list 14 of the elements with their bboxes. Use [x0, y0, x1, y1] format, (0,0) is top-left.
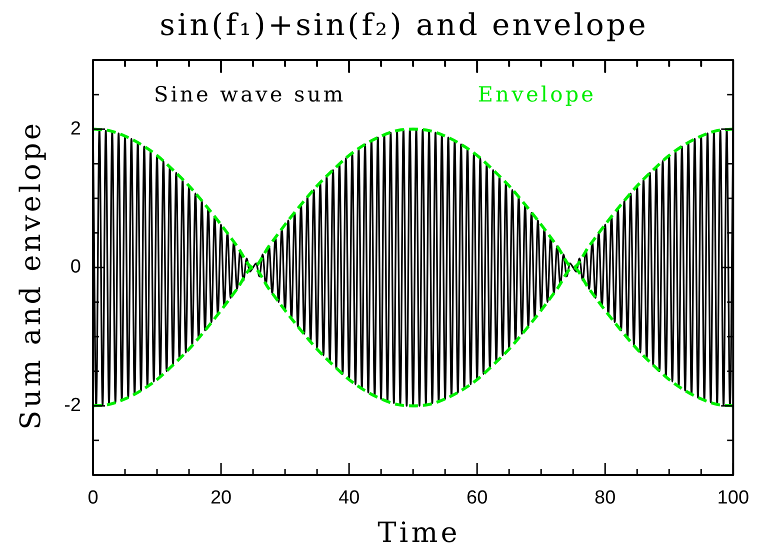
chart-title: sin(f₁)+sin(f₂) and envelope: [158, 8, 650, 44]
x-tick-label: 100: [717, 488, 749, 509]
series-label: Envelope: [478, 82, 596, 106]
y-tick-label: -2: [64, 395, 81, 416]
x-tick-label: 0: [88, 488, 98, 509]
x-tick-label: 80: [594, 488, 616, 509]
y-tick-label: 2: [70, 118, 81, 140]
series-label: Sine wave sum: [154, 82, 346, 106]
x-axis-title: Time: [378, 516, 460, 548]
x-tick-label: 20: [210, 488, 232, 509]
y-tick-label: 0: [70, 256, 81, 278]
x-tick-label: 60: [466, 488, 488, 509]
y-axis-title: Sum and envelope: [14, 120, 47, 430]
x-tick-label: 40: [338, 488, 360, 509]
